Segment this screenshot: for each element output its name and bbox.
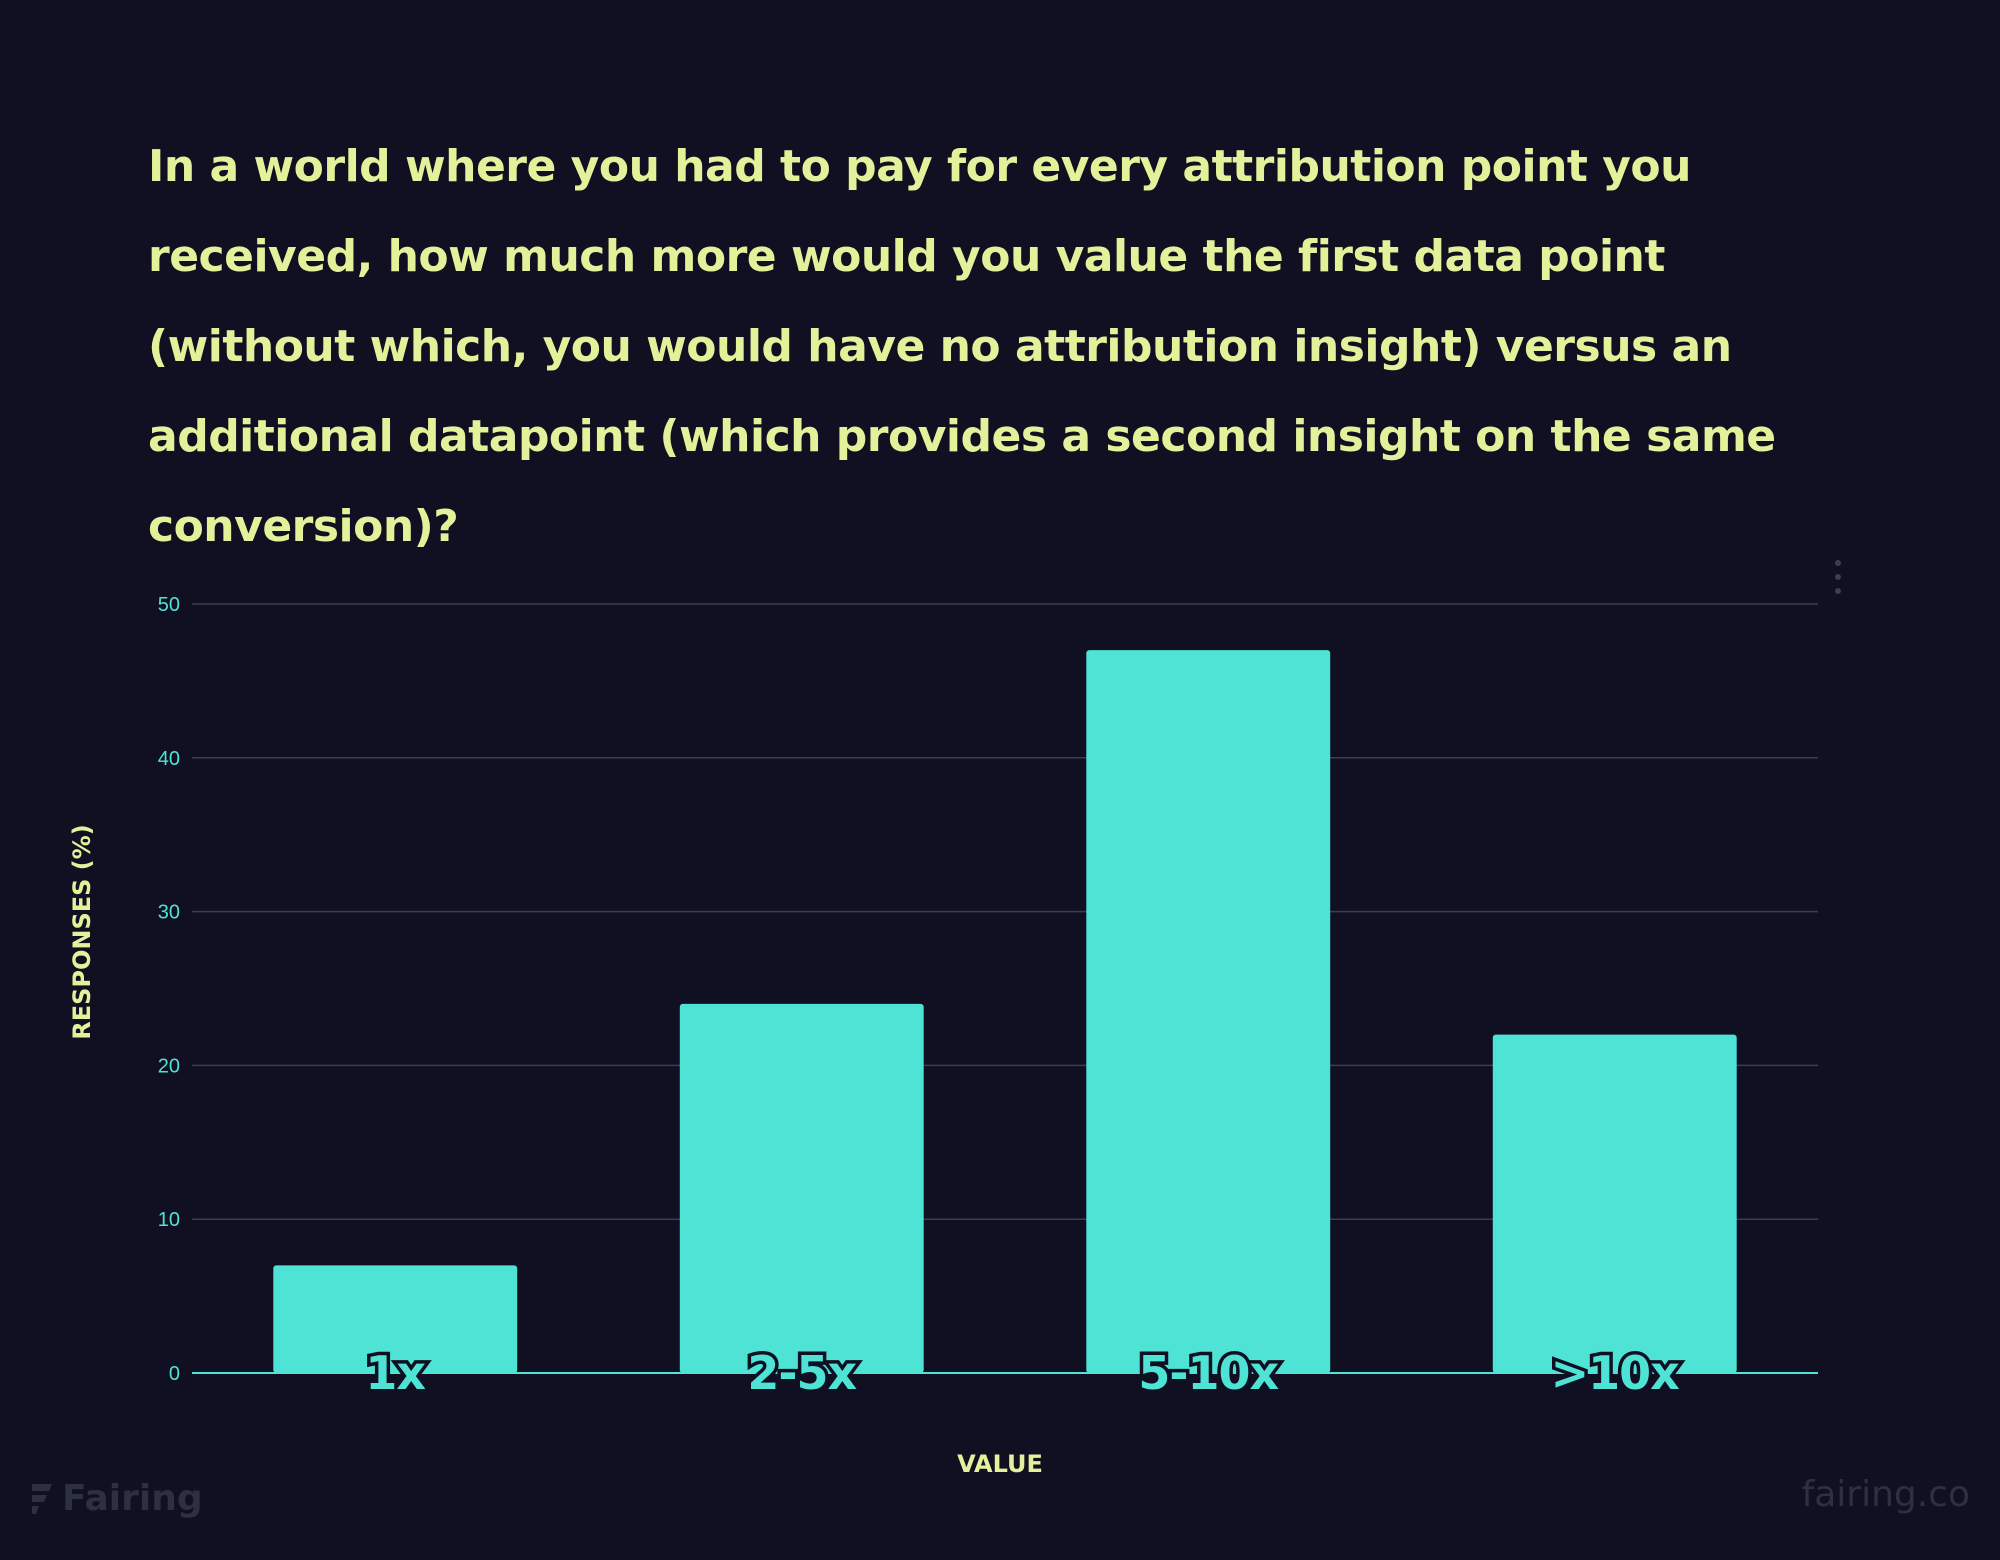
- fairing-logo: Fairing: [28, 1478, 203, 1519]
- x-category-label: >10x: [1551, 1346, 1680, 1400]
- bars: [273, 650, 1737, 1373]
- bar-1[interactable]: [273, 1265, 518, 1373]
- bar-2[interactable]: [679, 1003, 924, 1373]
- x-axis-title: VALUE: [957, 1450, 1043, 1478]
- y-tick-label: 0: [169, 1363, 180, 1385]
- y-axis-title: RESPONSES (%): [68, 824, 96, 1040]
- x-category-label: 5-10x: [1138, 1346, 1278, 1400]
- category-labels: 1x 2-5x 5-10x >10x: [362, 1343, 1684, 1404]
- y-tick-label: 40: [158, 748, 180, 770]
- bar-3[interactable]: [1086, 650, 1331, 1373]
- x-category-label: 2-5x: [747, 1346, 856, 1400]
- fairing-logo-icon: [32, 1483, 52, 1514]
- menu-dot: [1835, 588, 1841, 594]
- brand-name: Fairing: [62, 1478, 203, 1519]
- y-axis-ticks: 0 10 20 30 40 50: [158, 594, 180, 1385]
- brand-url: fairing.co: [1801, 1474, 1970, 1515]
- menu-dot: [1835, 574, 1841, 580]
- more-vertical-icon[interactable]: [1830, 560, 1846, 594]
- x-category-label: 1x: [365, 1346, 425, 1400]
- y-tick-label: 30: [158, 902, 180, 924]
- menu-dot: [1835, 560, 1841, 566]
- y-tick-label: 10: [158, 1209, 180, 1231]
- bar-4[interactable]: [1492, 1034, 1737, 1373]
- chart-question-title: In a world where you had to pay for ever…: [148, 141, 1776, 552]
- y-tick-label: 20: [158, 1055, 180, 1077]
- y-tick-label: 50: [158, 594, 180, 616]
